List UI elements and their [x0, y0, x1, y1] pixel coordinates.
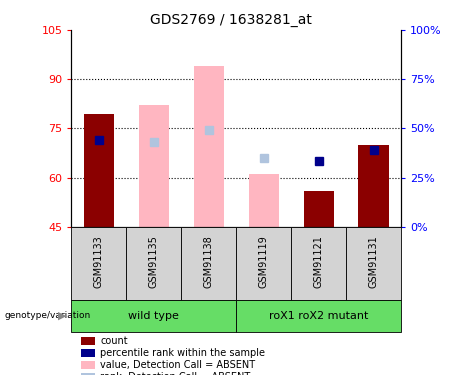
Bar — [71, 300, 236, 332]
Text: GSM91135: GSM91135 — [149, 236, 159, 288]
Bar — [71, 227, 126, 300]
Bar — [248, 174, 279, 227]
Bar — [84, 114, 114, 227]
Bar — [194, 66, 224, 227]
Text: value, Detection Call = ABSENT: value, Detection Call = ABSENT — [100, 360, 255, 370]
Bar — [236, 227, 291, 300]
Bar — [346, 227, 401, 300]
Bar — [126, 227, 181, 300]
Bar — [303, 191, 334, 227]
Text: genotype/variation: genotype/variation — [5, 311, 91, 320]
Text: GSM91119: GSM91119 — [259, 236, 269, 288]
Bar — [139, 105, 169, 227]
Text: percentile rank within the sample: percentile rank within the sample — [100, 348, 265, 358]
Bar — [359, 145, 389, 227]
Bar — [291, 227, 346, 300]
Text: GDS2769 / 1638281_at: GDS2769 / 1638281_at — [149, 13, 312, 27]
Text: ▶: ▶ — [58, 311, 66, 321]
Text: count: count — [100, 336, 128, 346]
Text: GSM91133: GSM91133 — [94, 236, 104, 288]
Text: wild type: wild type — [129, 311, 179, 321]
Text: GSM91121: GSM91121 — [313, 236, 324, 288]
Text: roX1 roX2 mutant: roX1 roX2 mutant — [269, 311, 368, 321]
Text: GSM91131: GSM91131 — [369, 236, 378, 288]
Text: rank, Detection Call = ABSENT: rank, Detection Call = ABSENT — [100, 372, 250, 375]
Bar — [181, 227, 236, 300]
Bar — [236, 300, 401, 332]
Text: GSM91138: GSM91138 — [204, 236, 214, 288]
